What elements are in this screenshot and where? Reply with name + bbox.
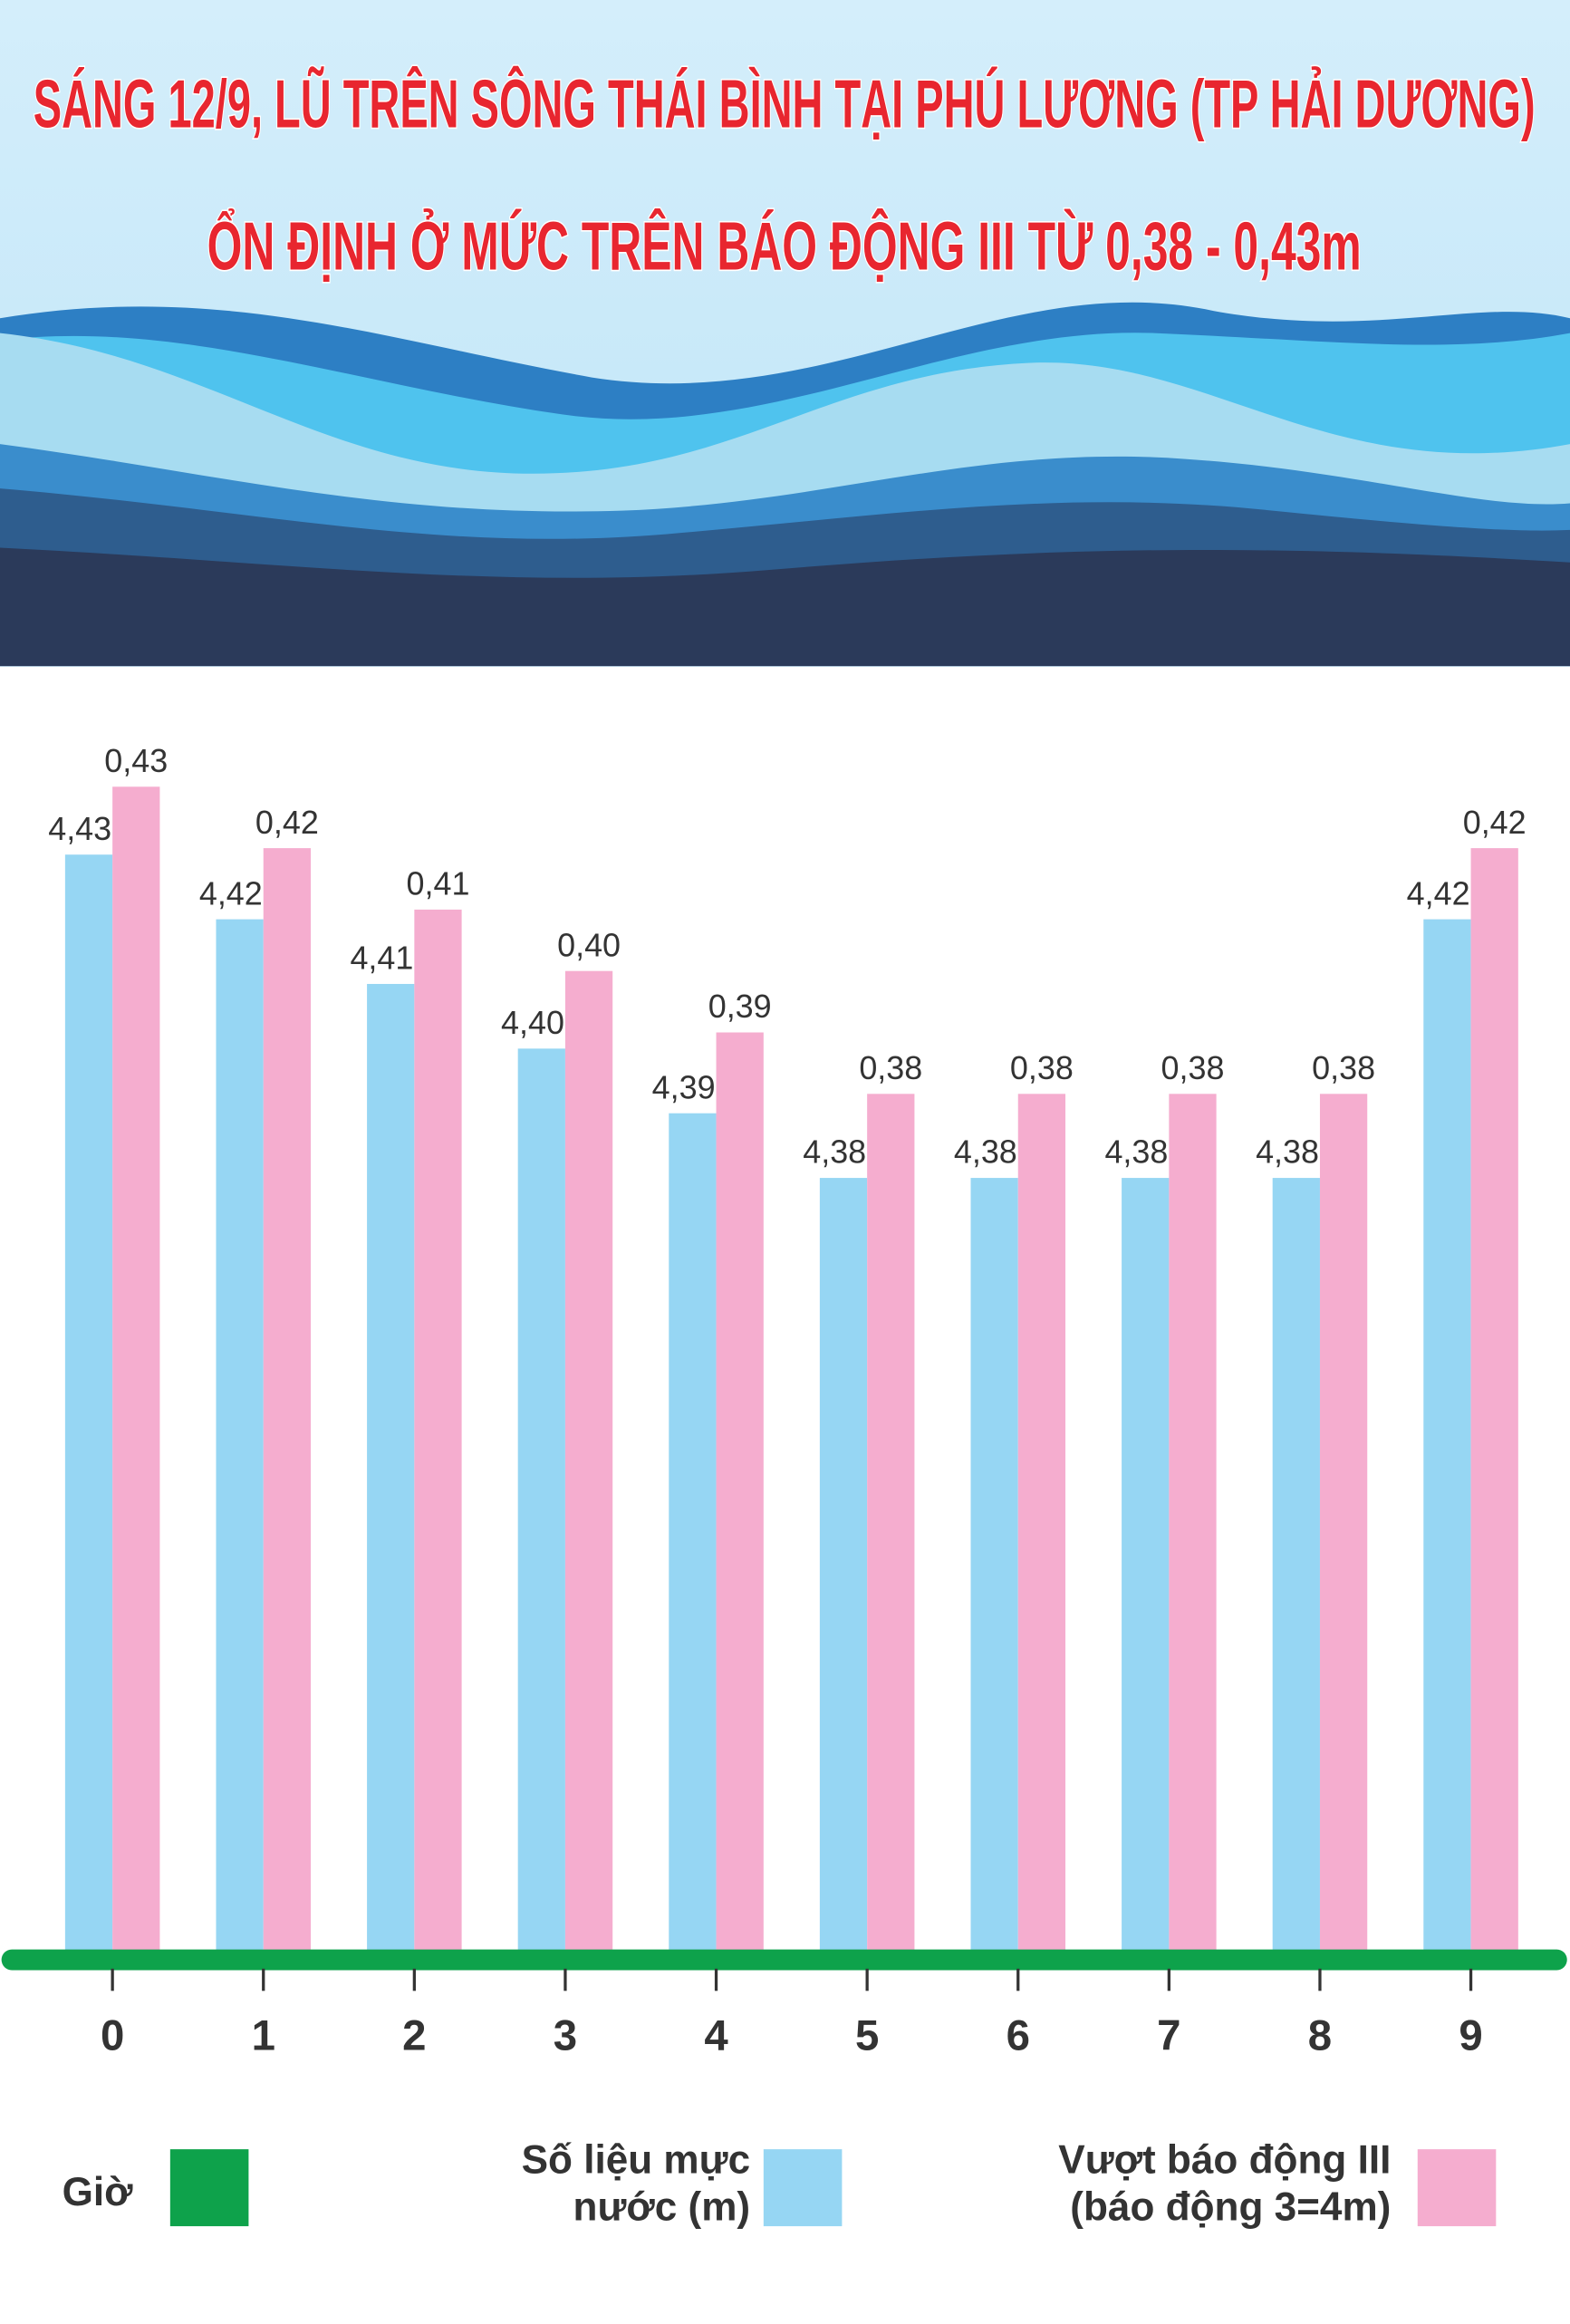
bar [819, 1178, 868, 1954]
x-tick-label: 0 [101, 2012, 124, 2060]
data-label: 0,41 [407, 865, 470, 902]
x-tick-label: 2 [402, 2012, 426, 2060]
legend-label: Vượt báo động III (báo động 3=4m) [1058, 2137, 1392, 2230]
data-label: 4,42 [1407, 874, 1470, 911]
data-label: 4,40 [501, 1004, 564, 1041]
bar [517, 1048, 565, 1954]
data-label: 4,38 [803, 1133, 866, 1171]
bar [1122, 1178, 1170, 1954]
data-label: 4,42 [199, 874, 263, 911]
data-label: 0,43 [104, 742, 168, 779]
chart-title: ỔN ĐỊNH Ở MỨC TRÊN BÁO ĐỘNG III TỪ 0,38 … [207, 207, 1362, 284]
data-label: 0,38 [1161, 1049, 1225, 1086]
chart-title: SÁNG 12/9, LŨ TRÊN SÔNG THÁI BÌNH TẠI PH… [34, 64, 1536, 141]
data-label: 0,38 [1312, 1049, 1375, 1086]
data-label: 0,42 [255, 804, 319, 841]
bar [564, 970, 613, 1954]
x-tick-label: 3 [554, 2012, 577, 2060]
header-background [0, 0, 1570, 667]
x-tick-label: 4 [704, 2012, 728, 2060]
legend-swatch [1417, 2149, 1497, 2227]
legend-label: Số liệu mực nước (m) [521, 2137, 751, 2230]
bar [367, 983, 415, 1954]
bar [216, 919, 264, 1954]
bar [970, 1178, 1018, 1954]
data-label: 4,38 [1104, 1133, 1168, 1171]
x-tick-label: 6 [1007, 2012, 1030, 2060]
bar [1017, 1094, 1066, 1954]
bar [112, 786, 160, 1954]
bar [1272, 1178, 1320, 1954]
data-label: 4,43 [48, 810, 111, 847]
bar [414, 909, 462, 1954]
data-label: 4,39 [652, 1068, 716, 1105]
bar [1319, 1094, 1368, 1954]
data-label: 0,39 [708, 988, 772, 1025]
bar [867, 1094, 915, 1954]
bar [1470, 848, 1518, 1954]
data-label: 0,42 [1463, 804, 1527, 841]
bar [1169, 1094, 1217, 1954]
data-label: 0,40 [557, 926, 621, 963]
data-label: 4,38 [1256, 1133, 1319, 1171]
x-tick-label: 9 [1459, 2012, 1482, 2060]
legend-label-box: Số liệu mực nước (m) [521, 2137, 751, 2230]
data-label: 4,38 [954, 1133, 1017, 1171]
legend-label: Giờ [63, 2170, 134, 2214]
data-label: 4,41 [350, 940, 413, 977]
data-label: 0,38 [859, 1049, 922, 1086]
bar [716, 1032, 764, 1954]
x-tick-label: 7 [1157, 2012, 1180, 2060]
bar [669, 1113, 717, 1954]
bar [64, 854, 113, 1954]
x-tick-label: 5 [855, 2012, 879, 2060]
data-label: 0,38 [1010, 1049, 1074, 1086]
legend-label-box: Vượt báo động III (báo động 3=4m) [1058, 2137, 1392, 2230]
bar [1423, 919, 1471, 1954]
legend-swatch [763, 2149, 843, 2227]
x-tick-label: 1 [252, 2012, 275, 2060]
x-tick-label: 8 [1308, 2012, 1332, 2060]
bar [263, 848, 312, 1954]
legend-swatch [169, 2149, 249, 2227]
